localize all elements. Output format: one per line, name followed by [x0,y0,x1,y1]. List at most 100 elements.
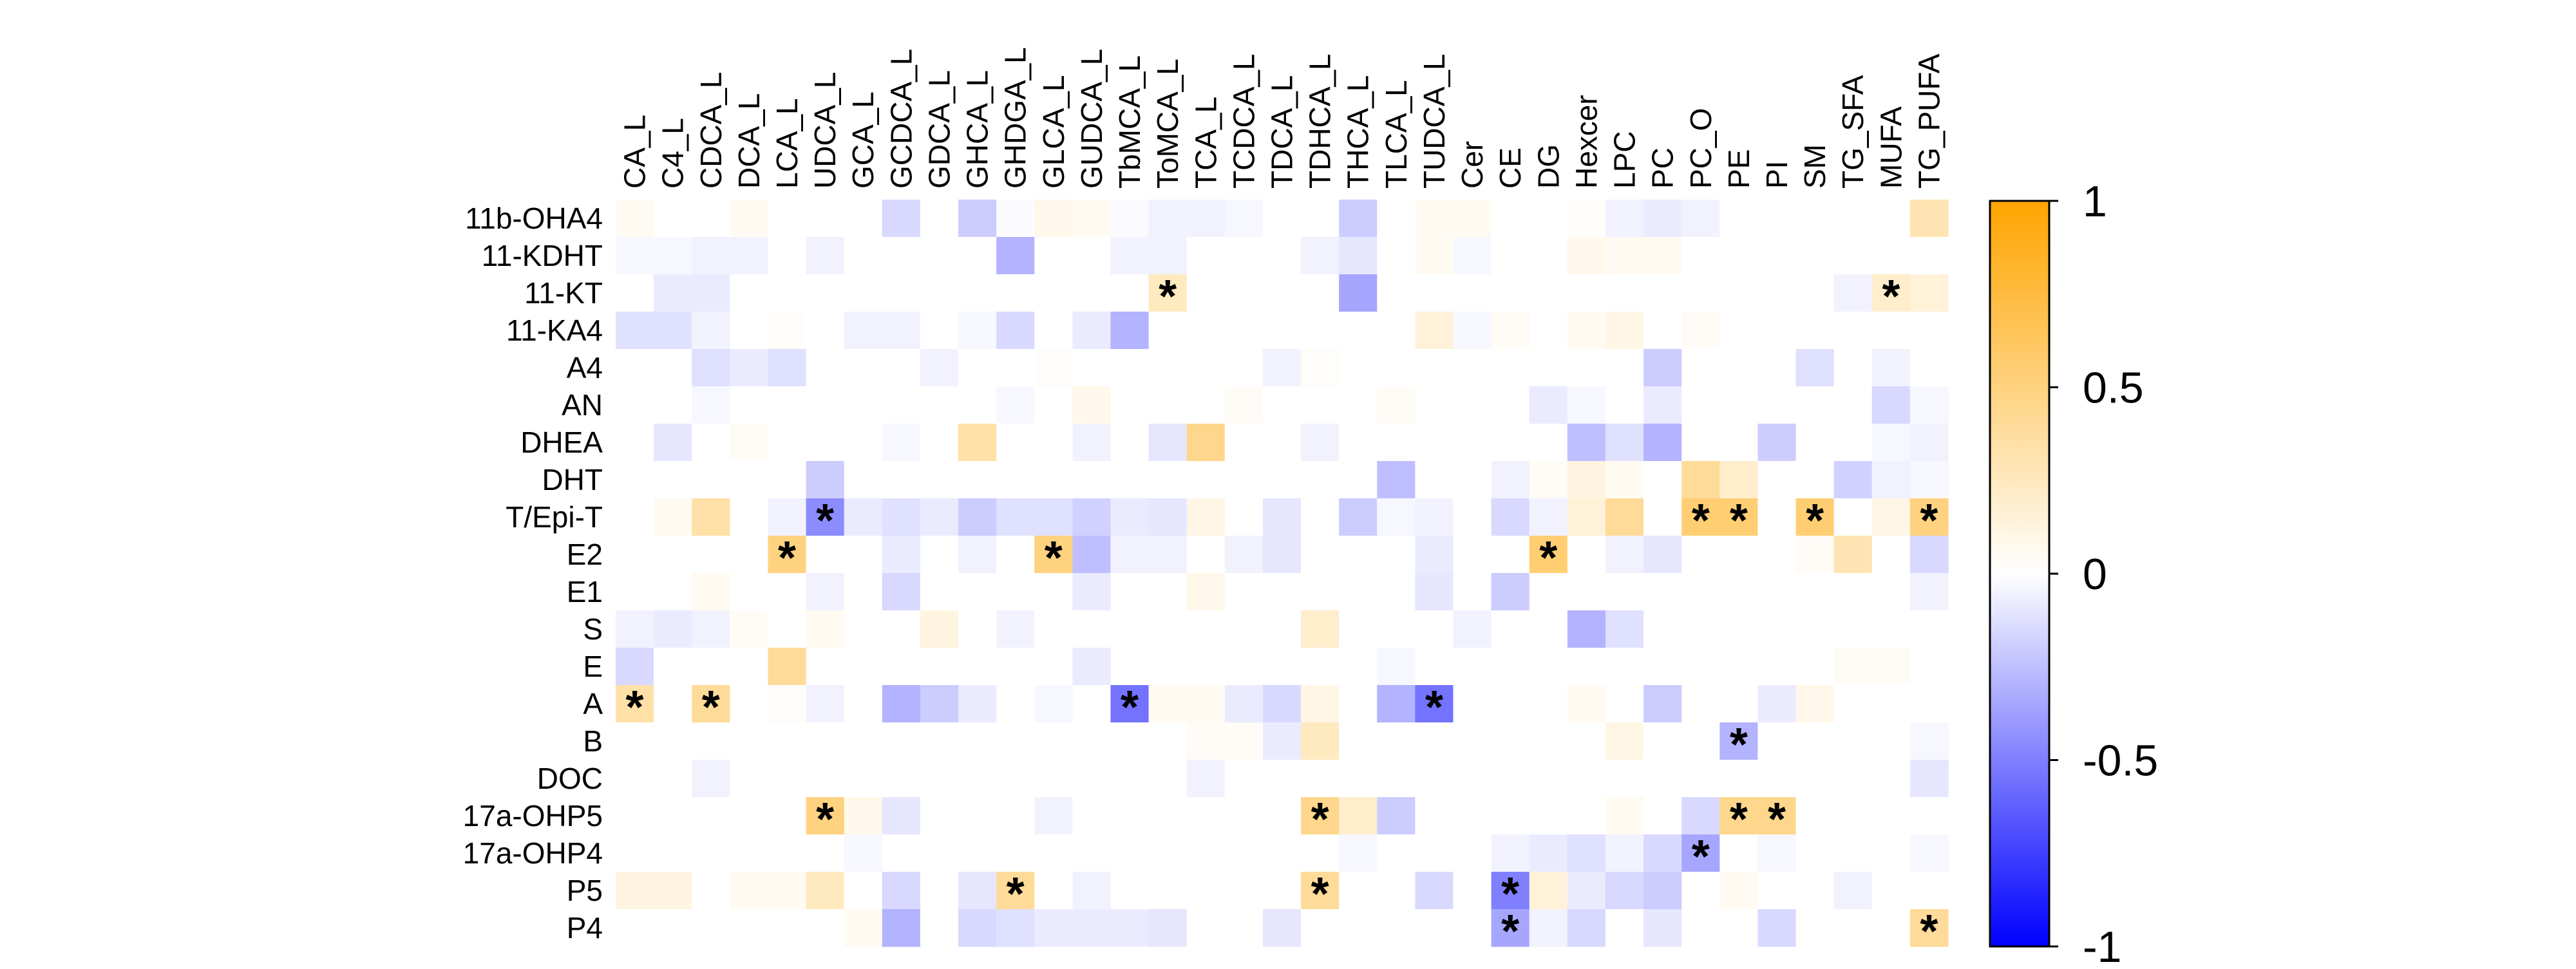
heatmap-cell [882,424,921,462]
heatmap-cell [1529,498,1568,536]
heatmap-cell [1605,237,1644,275]
heatmap-cell [1453,722,1492,760]
heatmap-cell [844,349,883,387]
column-label: DG [1531,144,1565,189]
heatmap-cell [768,722,807,760]
heatmap-cell [730,909,769,947]
heatmap-cell [1072,909,1112,947]
heatmap-cell [1262,200,1302,238]
heatmap-cell [1909,386,1949,424]
heatmap-cell [768,386,807,424]
heatmap-cell [1795,274,1835,312]
heatmap-cell [1186,797,1226,835]
row-label: DHEA [520,426,603,459]
heatmap-cell [768,872,807,910]
column-label: ToMCA_L [1151,59,1184,189]
column-label: GUDCA_L [1075,49,1108,189]
heatmap-cell [1719,760,1759,798]
heatmap-cell [1643,573,1682,611]
heatmap-cell [1034,274,1073,312]
heatmap-cell [958,573,997,611]
significance-star: * [1768,794,1786,845]
heatmap-cell [1757,237,1797,275]
row-label: P4 [567,911,603,945]
heatmap-cell [1757,834,1797,872]
heatmap-cell [1795,760,1835,798]
heatmap-cell [1871,312,1911,350]
heatmap-cell [1643,797,1682,835]
heatmap-cell [1871,610,1911,648]
heatmap-cell [996,648,1035,686]
heatmap-cell [1224,498,1264,536]
heatmap-cell [730,312,769,350]
heatmap-cell [1567,648,1606,686]
heatmap-cell [1795,610,1835,648]
heatmap-cell [1148,834,1188,872]
heatmap-cell [1605,722,1644,760]
heatmap-cell [1491,349,1530,387]
heatmap-cell [1491,872,1530,910]
column-label: THCA_L [1341,75,1375,189]
heatmap-cell [1871,722,1911,760]
heatmap-cell [692,573,730,611]
heatmap-cell [692,760,730,798]
heatmap-cell [1453,424,1492,462]
heatmap-cell [1719,274,1759,312]
heatmap-cell [1377,872,1416,910]
heatmap-cell [1719,200,1759,238]
heatmap-cell [1795,312,1835,350]
heatmap-cell [1871,349,1911,387]
heatmap-cell [882,685,921,723]
heatmap-cell [920,386,959,424]
heatmap-cell [1034,312,1073,350]
heatmap-cell [1262,573,1302,611]
column-label: PI [1760,161,1794,189]
heatmap-cell [1491,648,1530,686]
column-label: SM [1798,144,1832,189]
heatmap-cell [1262,610,1302,648]
heatmap-cell [1909,573,1949,611]
heatmap-cell [654,797,692,835]
heatmap-cell [1224,386,1264,424]
heatmap-cell [1871,797,1911,835]
heatmap-cell [1301,648,1340,686]
heatmap-cell [958,349,997,387]
heatmap-cell [1034,909,1073,947]
heatmap-cell [692,200,730,238]
heatmap-cell [1529,797,1568,835]
heatmap-cell [1415,200,1454,238]
column-labels: CA_L C4_L CDCA_L DCA_L LCA_L UDCA_L GCA_L GCDCA… [618,47,1946,189]
heatmap-cell [1529,200,1568,238]
heatmap-cell [1453,237,1492,275]
heatmap-cell [1871,498,1911,536]
heatmap-cell [1491,909,1530,947]
heatmap-cell [1148,200,1188,238]
heatmap-cell [1491,312,1530,350]
colorbar [1989,200,2050,948]
heatmap-cell [1833,498,1873,536]
heatmap-cell [806,237,845,275]
heatmap-cell [1262,797,1302,835]
heatmap-cell [1795,461,1835,499]
heatmap-cell [920,349,959,387]
heatmap-cell [1909,610,1949,648]
row-label: 11-KA4 [506,314,603,347]
heatmap-cell [1681,349,1720,387]
heatmap-cell [1148,237,1188,275]
heatmap-cell [1339,797,1378,835]
significance-markers: * * * * * * * * * * * * * * * * * * * * * * * * * [626,271,1938,957]
heatmap-cell [1339,648,1378,686]
heatmap-cell [1110,424,1150,462]
heatmap-cell [768,573,807,611]
heatmap-cell [654,834,692,872]
heatmap-cell [1301,610,1340,648]
heatmap-cell [996,498,1035,536]
heatmap-cell [1377,461,1416,499]
heatmap-cell [1757,424,1797,462]
heatmap-cell [1681,312,1720,350]
heatmap-cell [1148,685,1188,723]
heatmap-cell [1072,610,1112,648]
heatmap-cell [730,648,769,686]
heatmap-cell [1909,498,1949,536]
